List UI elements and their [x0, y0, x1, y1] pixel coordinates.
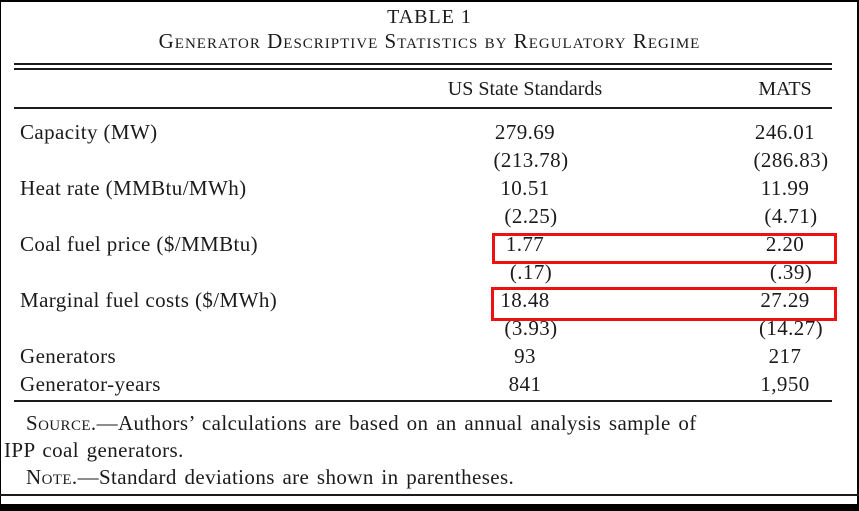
table-row-heat-rate: Heat rate (MMBtu/MWh) 10.51 11.99	[0, 174, 859, 202]
notes-bottom-rule	[0, 494, 859, 496]
cell-mats: 1,950	[760, 372, 810, 396]
frame-border-top	[0, 0, 859, 2]
table-subtitle: Generator Descriptive Statistics by Regu…	[158, 29, 701, 53]
cell-us: 279.69	[494, 120, 556, 144]
note-text: —Standard deviations are shown in parent…	[77, 465, 515, 489]
cell-mats: 217	[768, 344, 802, 368]
table-number-title: TABLE 1	[387, 6, 472, 28]
note-label: Note.	[26, 465, 78, 489]
cell-mats-sd: (.39)	[769, 260, 813, 284]
table-row-generators: Generators 93 217	[0, 342, 859, 370]
highlight-box-coal-fuel-price	[492, 233, 837, 264]
column-header-mats: MATS	[758, 78, 812, 100]
note-line: Note.—Standard deviations are shown in p…	[4, 464, 852, 491]
column-header-us-state-standards: US State Standards	[447, 78, 603, 100]
table-row-heat-rate-sd: (2.25) (4.71)	[0, 202, 859, 230]
table-row-coal-fuel-price: Coal fuel price ($/MMBtu) 1.77 2.20	[0, 230, 859, 258]
row-label: Capacity (MW)	[20, 120, 158, 144]
cell-mats-sd: (286.83)	[753, 148, 829, 172]
highlight-box-marginal-fuel-costs	[491, 287, 837, 321]
source-note-line1: Source.—Authors’ calculations are based …	[4, 410, 852, 437]
cell-us-sd: (2.25)	[504, 204, 558, 228]
table-row-marginal-fuel-costs: Marginal fuel costs ($/MWh) 18.48 27.29	[0, 286, 859, 314]
cell-us: 93	[514, 344, 536, 368]
cell-us-sd: (.17)	[509, 260, 553, 284]
cell-us: 841	[508, 372, 542, 396]
cell-us: 18.48	[500, 288, 550, 312]
header-rule	[14, 107, 832, 109]
cell-mats: 2.20	[765, 232, 805, 256]
cell-us: 1.77	[505, 232, 545, 256]
cell-mats: 11.99	[760, 176, 810, 200]
cell-mats: 27.29	[760, 288, 810, 312]
double-rule	[14, 63, 832, 70]
source-note-line2: IPP coal generators.	[4, 438, 184, 462]
table-row-generator-years: Generator-years 841 1,950	[0, 370, 859, 398]
table-notes: Source.—Authors’ calculations are based …	[4, 410, 852, 491]
body-bottom-rule	[14, 400, 832, 402]
row-label: Coal fuel price ($/MMBtu)	[20, 232, 259, 256]
frame-border-left	[0, 0, 1, 511]
frame-border-right	[857, 0, 859, 511]
column-header-row: US State Standards MATS	[0, 78, 859, 106]
table-row-capacity-sd: (213.78) (286.83)	[0, 146, 859, 174]
source-text: —Authors’ calculations are based on an a…	[96, 411, 697, 435]
row-label: Heat rate (MMBtu/MWh)	[20, 176, 247, 200]
row-label: Generators	[20, 344, 117, 368]
frame-border-bottom	[0, 504, 859, 511]
cell-mats: 246.01	[754, 120, 816, 144]
cell-us: 10.51	[500, 176, 550, 200]
table-row-capacity: Capacity (MW) 279.69 246.01	[0, 118, 859, 146]
cell-us-sd: (213.78)	[493, 148, 569, 172]
table-row-coal-fuel-price-sd: (.17) (.39)	[0, 258, 859, 286]
cell-mats-sd: (4.71)	[764, 204, 818, 228]
row-label: Generator-years	[20, 372, 161, 396]
row-label: Marginal fuel costs ($/MWh)	[20, 288, 278, 312]
source-label: Source.	[26, 411, 97, 435]
table-body: Capacity (MW) 279.69 246.01 (213.78) (28…	[0, 118, 859, 398]
